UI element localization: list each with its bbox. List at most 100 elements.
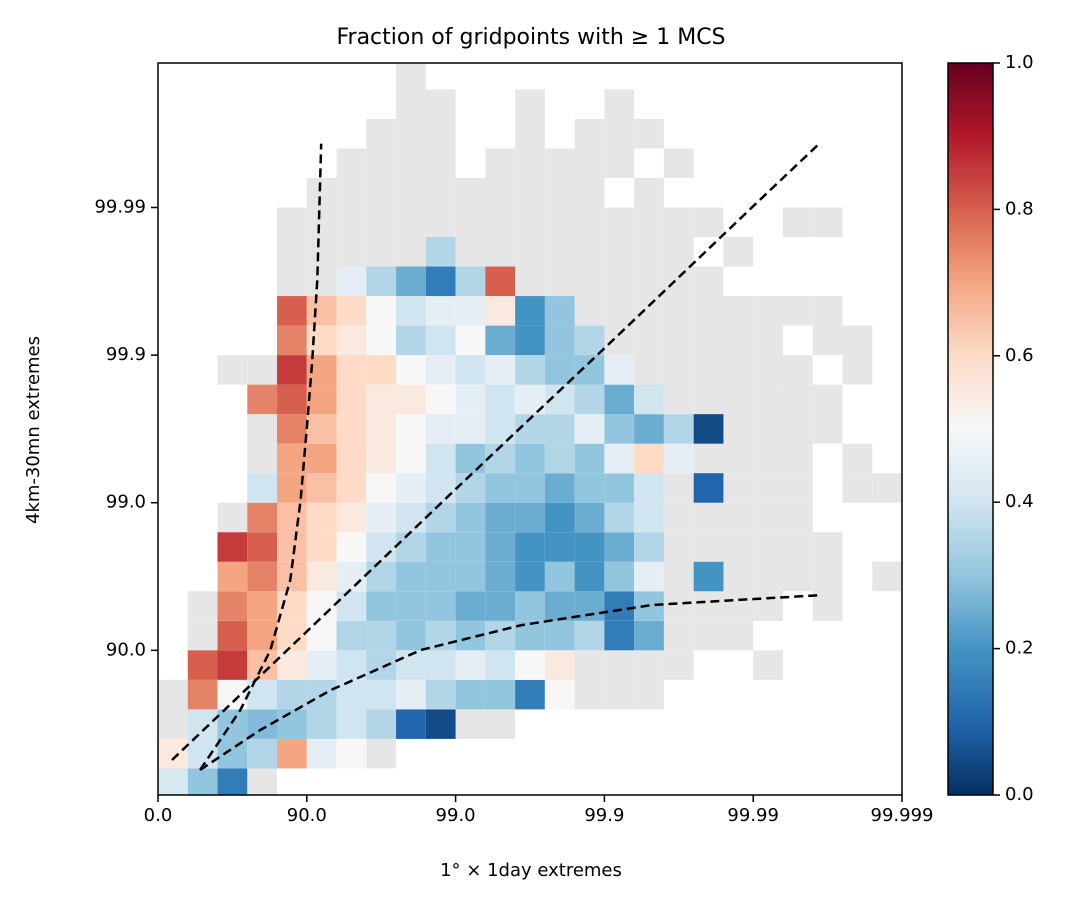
chart-title: Fraction of gridpoints with ≥ 1 MCS bbox=[336, 25, 725, 50]
heatmap-cell bbox=[396, 443, 426, 474]
low-count-cell bbox=[396, 118, 426, 149]
heatmap-cell bbox=[158, 738, 188, 769]
heatmap-cell bbox=[455, 502, 486, 533]
low-count-cell bbox=[812, 561, 843, 592]
heatmap-cell bbox=[544, 473, 575, 503]
low-count-cell bbox=[574, 237, 605, 267]
colorbar bbox=[947, 62, 994, 796]
low-count-cell bbox=[574, 118, 605, 149]
heatmap-cell bbox=[485, 325, 516, 356]
low-count-cell bbox=[663, 148, 694, 178]
heatmap-cell bbox=[217, 738, 248, 769]
low-count-cell bbox=[723, 620, 754, 651]
low-count-cell bbox=[693, 266, 724, 297]
heatmap-cell bbox=[455, 473, 486, 503]
heatmap-cell bbox=[515, 325, 545, 356]
low-count-cell bbox=[812, 414, 843, 444]
heatmap-cell bbox=[604, 355, 635, 385]
low-count-cell bbox=[663, 207, 694, 238]
heatmap-cell bbox=[336, 502, 367, 533]
low-count-cell bbox=[366, 738, 397, 769]
heatmap-cell bbox=[396, 355, 426, 385]
heatmap-cell bbox=[425, 414, 456, 444]
heatmap-cell bbox=[336, 738, 367, 769]
heatmap-cell bbox=[366, 443, 397, 474]
low-count-cell bbox=[782, 443, 813, 474]
low-count-cell bbox=[396, 89, 426, 119]
heatmap-cell bbox=[515, 591, 545, 621]
low-count-cell bbox=[723, 591, 754, 621]
heatmap-cell bbox=[634, 532, 664, 562]
heatmap-cell bbox=[425, 532, 456, 562]
heatmap-cell bbox=[306, 473, 337, 503]
low-count-cell bbox=[663, 591, 694, 621]
heatmap-cell bbox=[544, 679, 575, 710]
low-count-cell bbox=[515, 89, 545, 119]
low-count-cell bbox=[812, 296, 843, 326]
heatmap-cell bbox=[634, 502, 664, 533]
heatmap-cell bbox=[366, 355, 397, 385]
heatmap-cell bbox=[306, 591, 337, 621]
x-tick-label: 0.0 bbox=[144, 805, 173, 826]
y-tick-label: 90.0 bbox=[106, 639, 146, 660]
low-count-cell bbox=[663, 532, 694, 562]
heatmap-cell bbox=[187, 709, 218, 739]
low-count-cell bbox=[753, 591, 783, 621]
low-count-cell bbox=[723, 384, 754, 415]
low-count-cell bbox=[723, 325, 754, 356]
heatmap-cell bbox=[277, 384, 307, 415]
heatmap-cell bbox=[306, 325, 337, 356]
heatmap-cell bbox=[455, 384, 486, 415]
low-count-cell bbox=[753, 561, 783, 592]
low-count-cell bbox=[782, 532, 813, 562]
low-count-cell bbox=[366, 148, 397, 178]
low-count-cell bbox=[634, 325, 664, 356]
heatmap-cell bbox=[277, 502, 307, 533]
heatmap-cell bbox=[366, 532, 397, 562]
low-count-cell bbox=[812, 325, 843, 356]
plot-frame bbox=[157, 62, 903, 796]
heatmap-cell bbox=[336, 591, 367, 621]
heatmap-cell bbox=[425, 679, 456, 710]
heatmap-cell bbox=[574, 384, 605, 415]
heatmap-cell bbox=[277, 620, 307, 651]
low-count-cell bbox=[485, 207, 516, 238]
heatmap-cell bbox=[425, 591, 456, 621]
x-tick-label: 99.0 bbox=[436, 805, 476, 826]
low-count-cell bbox=[872, 473, 902, 503]
x-tick-label: 99.99 bbox=[727, 805, 779, 826]
heatmap-cell bbox=[247, 650, 278, 680]
low-count-cell bbox=[663, 266, 694, 297]
low-count-cell bbox=[247, 443, 278, 474]
heatmap-cell bbox=[574, 561, 605, 592]
heatmap-cell bbox=[515, 355, 545, 385]
low-count-cell bbox=[663, 296, 694, 326]
heatmap-cell bbox=[277, 738, 307, 769]
low-count-cell bbox=[663, 650, 694, 680]
low-count-cell bbox=[634, 679, 664, 710]
low-count-cell bbox=[782, 414, 813, 444]
low-count-cell bbox=[455, 709, 486, 739]
heatmap-cell bbox=[455, 325, 486, 356]
heatmap-cell bbox=[544, 561, 575, 592]
low-count-cell bbox=[544, 237, 575, 267]
low-count-cell bbox=[604, 296, 635, 326]
heatmap-cell bbox=[425, 561, 456, 592]
heatmap-cell bbox=[306, 709, 337, 739]
low-count-cell bbox=[574, 148, 605, 178]
low-count-cell bbox=[842, 325, 873, 356]
heatmap-cell bbox=[336, 709, 367, 739]
low-count-cell bbox=[515, 266, 545, 297]
heatmap-cell bbox=[187, 738, 218, 769]
low-count-cell bbox=[515, 148, 545, 178]
low-count-cell bbox=[634, 177, 664, 208]
low-count-cell bbox=[812, 207, 843, 238]
heatmap-cell bbox=[544, 591, 575, 621]
y-tick-label: 99.99 bbox=[94, 196, 146, 217]
low-count-cell bbox=[425, 177, 456, 208]
heatmap-cell bbox=[217, 709, 248, 739]
low-count-cell bbox=[782, 207, 813, 238]
heatmap-cell bbox=[544, 620, 575, 651]
fit-line bbox=[199, 593, 820, 771]
low-count-cell bbox=[872, 561, 902, 592]
